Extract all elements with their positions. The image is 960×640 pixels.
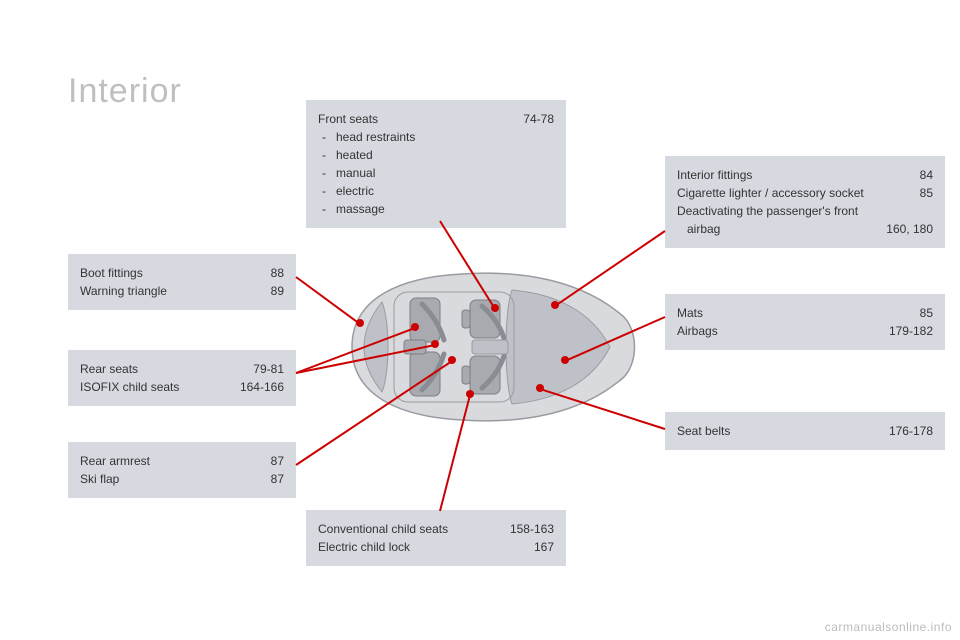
rear-armrest-pages: 87	[271, 452, 284, 470]
front-seats-bullet: massage	[322, 200, 554, 218]
isofix-pages: 164-166	[240, 378, 284, 396]
callout-rear-seats: Rear seats 79-81 ISOFIX child seats 164-16…	[68, 350, 296, 406]
airbags-label: Airbags	[677, 322, 718, 340]
pointer-dot	[466, 390, 474, 398]
front-seats-bullet: electric	[322, 182, 554, 200]
deactivate-airbag-label-2: airbag	[677, 220, 720, 238]
mats-label: Mats	[677, 304, 703, 322]
callout-seat-belts: Seat belts 176-178	[665, 412, 945, 450]
callout-rear-armrest: Rear armrest 87 Ski flap 87	[68, 442, 296, 498]
front-seats-bullet: manual	[322, 164, 554, 182]
cigarette-lighter-label: Cigarette lighter / accessory socket	[677, 184, 864, 202]
callout-mats: Mats 85 Airbags 179-182	[665, 294, 945, 350]
callout-front-seats: Front seats 74-78 head restraints heated…	[306, 100, 566, 228]
front-seats-bullet: heated	[322, 146, 554, 164]
warning-triangle-label: Warning triangle	[80, 282, 167, 300]
pointer-dot	[551, 301, 559, 309]
pointer-dot	[431, 340, 439, 348]
electric-child-lock-label: Electric child lock	[318, 538, 410, 556]
conventional-child-seats-label: Conventional child seats	[318, 520, 448, 538]
front-seats-bullet: head restraints	[322, 128, 554, 146]
deactivate-airbag-label-1: Deactivating the passenger's front	[677, 202, 858, 220]
watermark-text: carmanualsonline.info	[825, 620, 952, 634]
electric-child-lock-pages: 167	[534, 538, 554, 556]
pointer-dot	[561, 356, 569, 364]
callout-boot: Boot fittings 88 Warning triangle 89	[68, 254, 296, 310]
ski-flap-pages: 87	[271, 470, 284, 488]
cigarette-lighter-pages: 85	[920, 184, 933, 202]
callout-interior-fittings: Interior fittings 84 Cigarette lighter / …	[665, 156, 945, 248]
callout-child-seats: Conventional child seats 158-163 Electric…	[306, 510, 566, 566]
boot-fittings-label: Boot fittings	[80, 264, 143, 282]
pointer-dot	[536, 384, 544, 392]
ski-flap-label: Ski flap	[80, 470, 119, 488]
front-seats-label: Front seats	[318, 110, 378, 128]
seat-belts-label: Seat belts	[677, 422, 730, 440]
conventional-child-seats-pages: 158-163	[510, 520, 554, 538]
mats-pages: 85	[920, 304, 933, 322]
pointer-dot	[411, 323, 419, 331]
isofix-label: ISOFIX child seats	[80, 378, 179, 396]
center-console	[472, 340, 508, 354]
rear-seats-pages: 79-81	[253, 360, 284, 378]
pointer-dot	[448, 356, 456, 364]
pointer-dot	[356, 319, 364, 327]
seat-belts-pages: 176-178	[889, 422, 933, 440]
rear-seats-label: Rear seats	[80, 360, 138, 378]
page-title: Interior	[68, 72, 182, 111]
interior-fittings-label: Interior fittings	[677, 166, 752, 184]
pointer-dot	[491, 304, 499, 312]
boot-fittings-pages: 88	[271, 264, 284, 282]
airbags-pages: 179-182	[889, 322, 933, 340]
front-seats-pages: 74-78	[523, 110, 554, 128]
interior-fittings-pages: 84	[920, 166, 933, 184]
deactivate-airbag-pages: 160, 180	[886, 220, 933, 238]
warning-triangle-pages: 89	[271, 282, 284, 300]
rear-armrest-label: Rear armrest	[80, 452, 150, 470]
